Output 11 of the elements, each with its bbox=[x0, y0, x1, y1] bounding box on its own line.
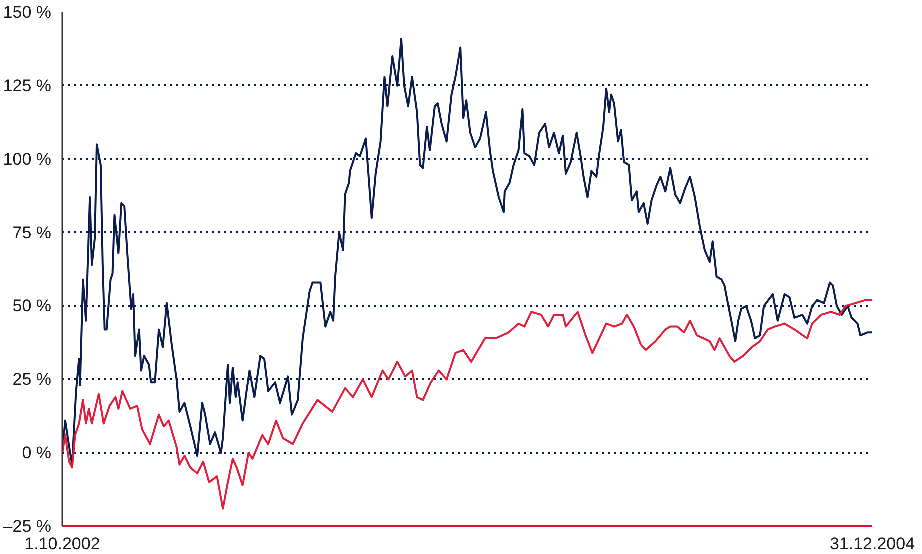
x-tick-label: 1.10.2002 bbox=[24, 534, 100, 554]
y-tick-label: 0 % bbox=[22, 444, 52, 463]
y-tick-label: 125 % bbox=[3, 76, 52, 96]
y-tick-label: –25 % bbox=[3, 517, 52, 536]
y-tick-label: 25 % bbox=[12, 370, 52, 390]
y-tick-label: 100 % bbox=[3, 150, 52, 169]
y-tick-label: 75 % bbox=[12, 223, 52, 242]
y-tick-label: 50 % bbox=[12, 296, 52, 316]
line-series bbox=[62, 299, 872, 510]
y-tick-label: 150 % bbox=[3, 3, 52, 22]
x-tick-label: 31.12.2004 bbox=[830, 534, 916, 554]
